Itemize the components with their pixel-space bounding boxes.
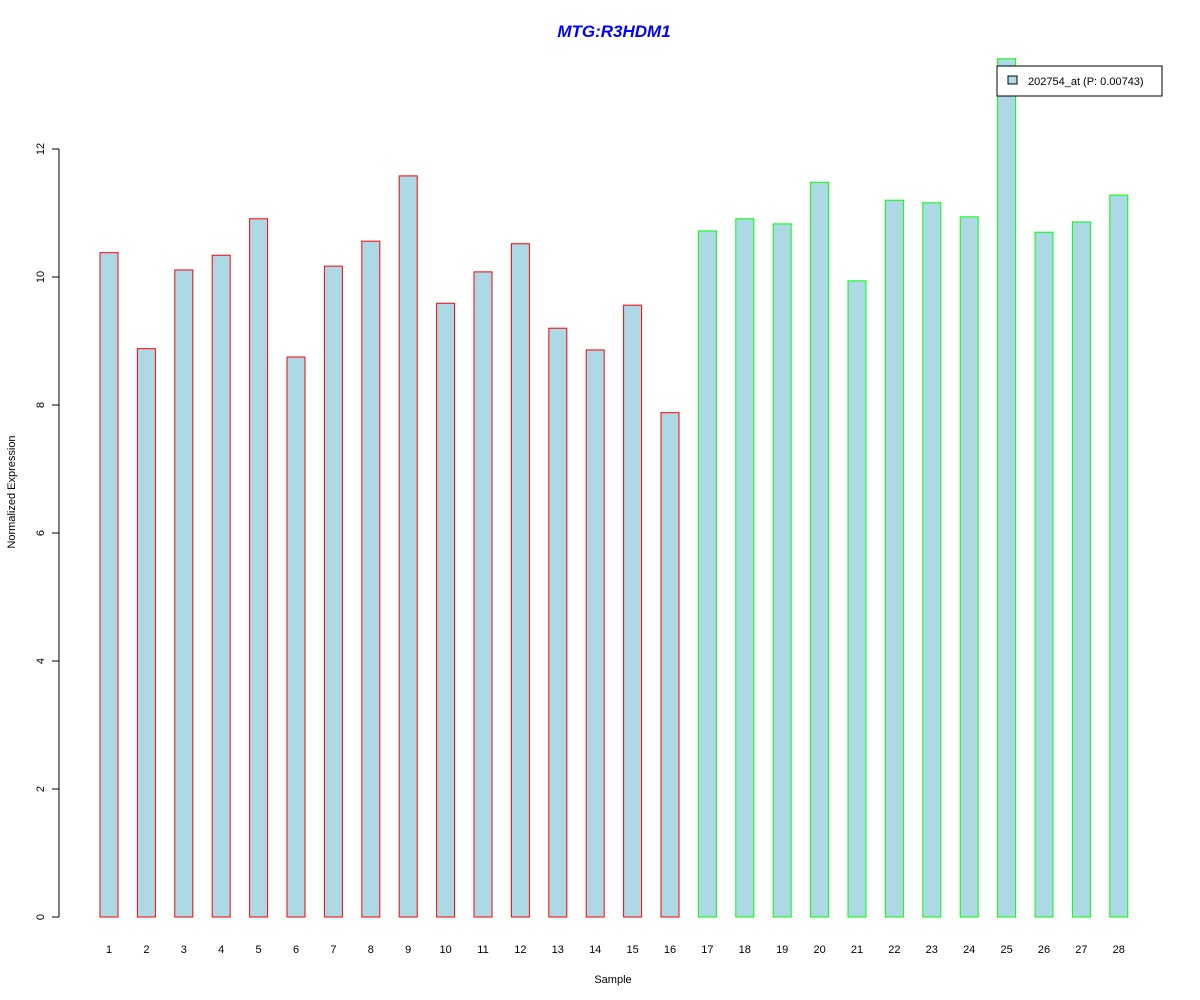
x-tick-label: 7	[330, 944, 336, 956]
x-tick-label: 24	[963, 944, 975, 956]
bars	[99, 58, 1129, 918]
bar-26	[1034, 231, 1054, 918]
bar-24	[959, 216, 979, 918]
bar-20	[810, 181, 830, 918]
bar-25	[997, 58, 1017, 918]
x-tick-label: 9	[405, 944, 411, 956]
legend-swatch	[1007, 75, 1018, 85]
x-tick-label: 28	[1113, 944, 1125, 956]
y-tick-label: 4	[35, 658, 47, 664]
bar-27	[1071, 221, 1091, 918]
bar-1	[99, 252, 119, 918]
x-tick-label: 5	[256, 944, 262, 956]
y-tick-label: 0	[35, 914, 47, 920]
legend: 202754_at (P: 0.00743)	[996, 65, 1163, 97]
bar-15	[623, 304, 643, 918]
x-tick-label: 26	[1038, 944, 1050, 956]
x-tick-label: 1	[106, 944, 112, 956]
bar-6	[286, 356, 306, 918]
x-tick-label: 21	[851, 944, 863, 956]
bar-13	[548, 327, 568, 918]
x-tick-label: 25	[1000, 944, 1012, 956]
bar-28	[1109, 194, 1129, 918]
x-tick-label: 22	[888, 944, 900, 956]
bar-18	[735, 218, 755, 918]
x-tick-label: 15	[626, 944, 638, 956]
y-tick-label: 12	[35, 143, 47, 155]
x-tick-label: 13	[552, 944, 564, 956]
y-tick-label: 10	[35, 271, 47, 283]
bar-22	[884, 199, 904, 918]
y-tick-label: 6	[35, 530, 47, 536]
x-tick-label: 12	[514, 944, 526, 956]
bar-9	[398, 175, 418, 918]
bar-8	[361, 240, 381, 918]
x-tick-label: 6	[293, 944, 299, 956]
x-tick-label: 23	[926, 944, 938, 956]
x-tick-label: 16	[664, 944, 676, 956]
x-tick-label: 2	[143, 944, 149, 956]
x-tick-label: 20	[813, 944, 825, 956]
x-tick-label: 17	[701, 944, 713, 956]
x-tick-label: 27	[1075, 944, 1087, 956]
bar-23	[922, 202, 942, 918]
y-axis: 0 2 4 6 8 10 12	[35, 143, 60, 920]
bar-14	[585, 349, 605, 918]
legend-box	[996, 65, 1163, 97]
bar-3	[174, 269, 194, 918]
x-tick-label: 8	[368, 944, 374, 956]
bar-12	[510, 243, 530, 918]
bar-11	[473, 271, 493, 918]
bar-21	[847, 280, 867, 918]
y-axis-label: Normalized Expression	[6, 435, 18, 548]
x-tick-label: 4	[218, 944, 224, 956]
bar-19	[772, 223, 792, 918]
bar-2	[136, 348, 156, 918]
y-tick-label: 8	[35, 402, 47, 408]
bar-17	[697, 230, 717, 918]
x-tick-label: 3	[181, 944, 187, 956]
x-tick-label: 14	[589, 944, 601, 956]
bar-4	[211, 254, 231, 918]
x-tick-label: 10	[439, 944, 451, 956]
x-axis-label: Sample	[594, 974, 631, 986]
bar-7	[323, 265, 343, 918]
bar-16	[660, 412, 680, 918]
x-tick-label: 11	[477, 944, 488, 956]
x-tick-labels: 1 2 3 4 5 6 7 8 9 10 11 12 13 14 15 16 17 18 19 20 21 22 23 24 2…	[106, 944, 1125, 956]
x-tick-label: 19	[776, 944, 788, 956]
y-tick-label: 2	[35, 786, 47, 792]
chart-title: MTG:R3HDM1	[557, 22, 670, 41]
bar-10	[436, 302, 456, 918]
legend-label: 202754_at (P: 0.00743)	[1028, 76, 1144, 88]
bar-5	[249, 218, 269, 918]
x-tick-label: 18	[739, 944, 751, 956]
